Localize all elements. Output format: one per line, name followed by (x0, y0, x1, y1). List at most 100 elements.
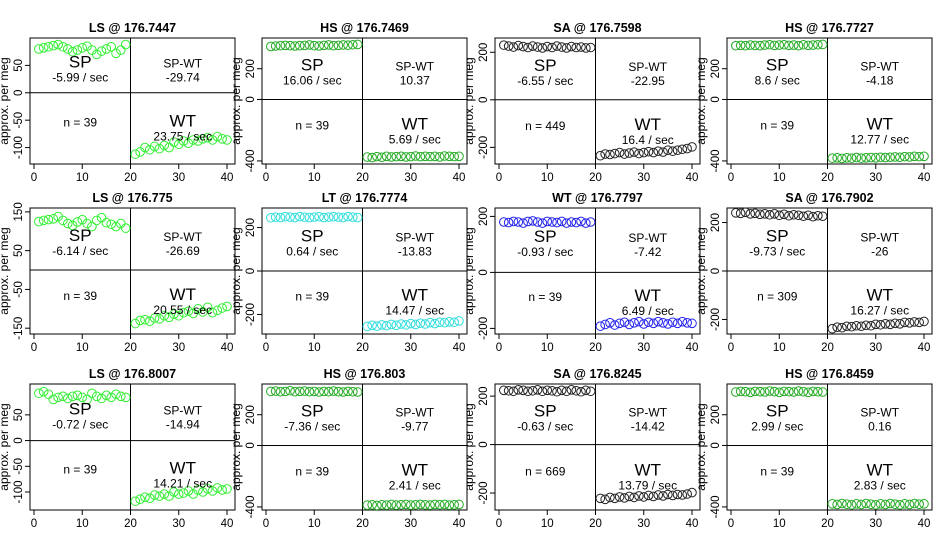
y-tick-label: 200 (710, 59, 722, 78)
wt-point (595, 493, 606, 504)
wt-point (890, 499, 900, 509)
diff-value: 10.37 (400, 74, 430, 88)
wt-point (420, 499, 431, 510)
wt-point (183, 138, 194, 148)
wt-point (439, 317, 450, 328)
sp-point (798, 39, 809, 50)
x-tick-label: 10 (308, 172, 321, 184)
sp-point (67, 220, 78, 231)
sp-point (38, 386, 49, 397)
sp-point (314, 41, 324, 51)
y-axis-label: approx. per meg (694, 403, 708, 490)
diff-label: SP-WT (628, 231, 667, 245)
wt-rate: 2.41 / sec (389, 479, 441, 493)
wt-point (832, 153, 842, 163)
n-label: n = 39 (295, 119, 329, 133)
y-tick-label: -50 (13, 458, 25, 475)
wt-label: WT (402, 115, 428, 134)
wt-point (677, 144, 688, 155)
sp-point (285, 212, 295, 222)
y-tick-label: 0 (710, 442, 722, 448)
sp-point (43, 389, 54, 400)
wt-point (870, 319, 881, 330)
sp-point (348, 212, 358, 222)
sp-point (788, 387, 799, 397)
wt-label: WT (402, 286, 428, 305)
sp-point (333, 386, 344, 397)
wt-point (837, 498, 847, 509)
y-tick-label: -100 (13, 136, 25, 159)
sp-point (735, 40, 746, 51)
sp-point (784, 386, 794, 397)
sp-point (96, 393, 107, 404)
sp-rate: -7.36 / sec (284, 420, 340, 434)
wt-point (861, 153, 871, 163)
panel-title: WT @ 176.7797 (552, 191, 643, 205)
y-tick-label: 0 (245, 96, 257, 102)
wt-point (605, 318, 615, 328)
sp-point (290, 386, 300, 397)
wt-point (672, 318, 683, 329)
wt-point (832, 499, 842, 510)
sp-label: SP (534, 401, 557, 420)
sp-point (537, 386, 548, 397)
panel-5: LS @ 176.775 0 10 20 30 40 -150 -50 50 150approx.… (0, 191, 236, 354)
diff-label: SP-WT (163, 403, 202, 417)
wt-point (372, 151, 382, 162)
wt-point (381, 500, 392, 510)
sp-point (518, 385, 528, 396)
x-tick-label: 10 (773, 172, 786, 184)
sp-point (338, 212, 349, 223)
panel-title: LS @ 176.775 (92, 191, 172, 205)
wt-point (386, 152, 397, 162)
y-axis-label: approx. per meg (0, 227, 11, 314)
sp-point (518, 218, 528, 228)
sp-point (352, 387, 363, 397)
wt-point (193, 136, 203, 146)
wt-point (410, 319, 421, 330)
wt-point (449, 151, 459, 162)
sp-point (319, 40, 329, 51)
sp-point (556, 385, 567, 396)
sp-rate: 0.64 / sec (286, 245, 338, 259)
n-label: n = 39 (295, 290, 329, 304)
y-tick-label: 0 (478, 441, 490, 447)
sp-rate: 2.99 / sec (751, 420, 803, 434)
y-axis-label: approx. per meg (229, 227, 243, 314)
sp-point (571, 217, 582, 228)
sp-point (576, 386, 586, 397)
y-tick-label: -200 (710, 308, 722, 331)
wt-point (198, 134, 208, 144)
sp-point (333, 40, 344, 51)
wt-point (434, 317, 445, 328)
sp-rate: -6.55 / sec (517, 74, 573, 88)
sp-point (72, 45, 83, 55)
sp-point (48, 40, 59, 51)
wt-point (372, 321, 382, 331)
wt-point (914, 151, 924, 162)
wt-point (367, 152, 377, 163)
sp-label: SP (766, 402, 789, 421)
x-tick-label: 10 (76, 172, 89, 184)
n-label: n = 39 (295, 465, 329, 479)
x-tick-label: 30 (404, 342, 417, 354)
x-tick-label: 40 (221, 172, 234, 184)
wt-point (425, 317, 435, 328)
sp-point (542, 41, 553, 52)
y-tick-label: -200 (245, 303, 257, 326)
wt-point (149, 141, 160, 152)
y-tick-label: 200 (245, 59, 257, 78)
sp-point (532, 217, 543, 227)
x-tick-label: 0 (31, 518, 37, 530)
x-tick-label: 40 (221, 518, 234, 530)
wt-point (198, 487, 208, 497)
sp-point (67, 391, 78, 402)
wt-point (899, 499, 910, 509)
sp-point (561, 218, 572, 228)
sp-point (769, 209, 780, 219)
sp-point (290, 41, 300, 51)
n-label: n = 39 (528, 290, 562, 304)
diff-value: 0.16 (868, 420, 892, 434)
